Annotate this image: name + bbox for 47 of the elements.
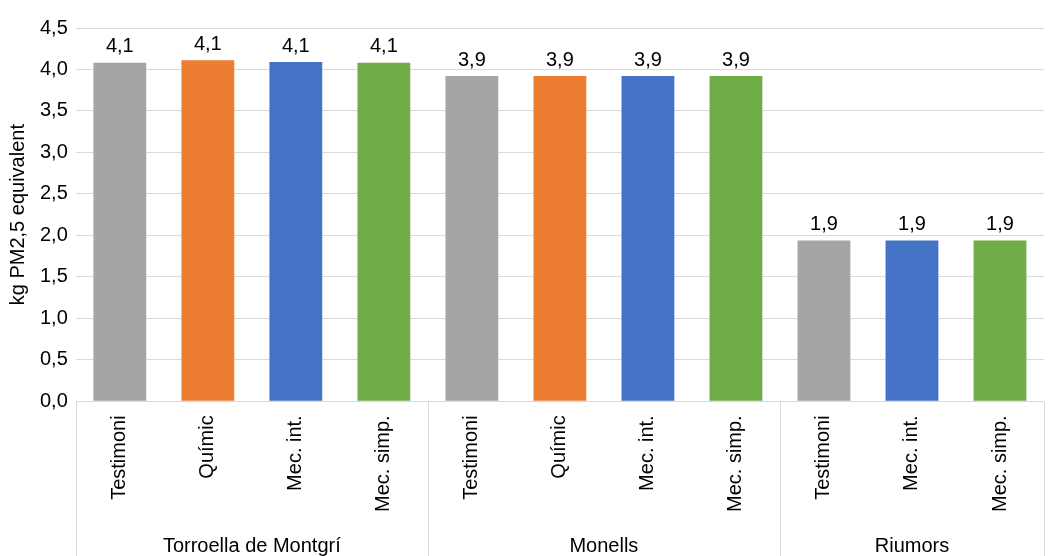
data-label: 3,9 xyxy=(457,47,486,70)
bar xyxy=(93,62,147,401)
data-label: 4,1 xyxy=(369,34,398,57)
data-label: 4,1 xyxy=(105,34,134,57)
y-tick-label: 4,5 xyxy=(39,15,68,38)
data-label: 3,9 xyxy=(546,47,574,70)
data-label: 1,9 xyxy=(986,211,1014,234)
y-tick-label: 1,5 xyxy=(39,264,68,287)
y-tick-label: 3,5 xyxy=(39,98,68,121)
text: Riumors xyxy=(874,533,950,556)
x-tick-label: Mec. simp. xyxy=(371,415,394,513)
x-tick-label: Mec. int. xyxy=(635,415,658,491)
bar xyxy=(973,240,1027,401)
y-tick-label: 3,0 xyxy=(39,139,68,162)
x-tick-label: Testimoni xyxy=(459,415,482,500)
y-tick-label: 1,0 xyxy=(39,305,68,328)
x-tick-label: Mec. int. xyxy=(283,415,306,491)
x-tick-label: Mec. simp. xyxy=(987,415,1010,513)
bar xyxy=(445,76,499,401)
y-axis-title: kg PM2,5 equivalent xyxy=(5,123,28,306)
data-label: 4,1 xyxy=(281,33,310,56)
data-label: 4,1 xyxy=(193,31,222,54)
bar xyxy=(181,60,235,401)
y-tick-label: 4,0 xyxy=(39,57,68,79)
x-tick-label: Mec. simp. xyxy=(723,415,746,513)
y-tick-label: 0,5 xyxy=(39,347,68,370)
bar xyxy=(269,62,323,401)
x-tick-label: Químic xyxy=(547,415,570,479)
data-label: 1,9 xyxy=(898,211,926,234)
y-tick-label: 2,0 xyxy=(39,222,68,245)
bar xyxy=(533,76,587,401)
data-label: 3,9 xyxy=(634,47,662,70)
data-label: 3,9 xyxy=(722,47,750,70)
data-label: 1,9 xyxy=(810,211,838,234)
x-tick-label: Químic xyxy=(195,415,218,479)
y-tick-label: 2,5 xyxy=(39,181,68,204)
bar xyxy=(621,76,675,401)
bar xyxy=(885,240,939,401)
bar xyxy=(357,62,411,401)
bar xyxy=(709,76,763,401)
x-tick-label: Testimoni xyxy=(107,415,130,500)
text: Monells xyxy=(569,533,639,556)
y-tick-label: 0,0 xyxy=(39,388,68,411)
x-tick-label: Mec. int. xyxy=(899,415,922,491)
text: Torroella de Montgrí xyxy=(162,533,342,556)
x-tick-label: Testimoni xyxy=(811,415,834,500)
bar xyxy=(797,240,851,401)
